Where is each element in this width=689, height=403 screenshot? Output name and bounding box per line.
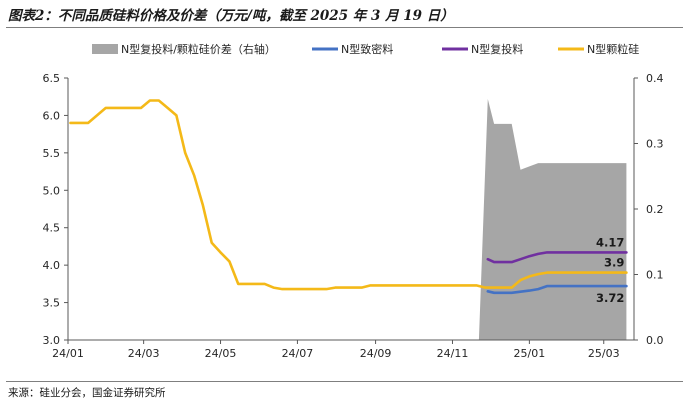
legend-label: N型复投料 (471, 42, 523, 56)
x-tick-label: 25/01 (514, 347, 546, 360)
left-tick-label: 4.5 (43, 222, 61, 235)
x-tick-label: 25/03 (588, 347, 620, 360)
x-tick-label: 24/09 (360, 347, 392, 360)
right-tick-label: 0.2 (646, 203, 664, 216)
series-line (69, 99, 628, 291)
series-end-label: 4.17 (596, 235, 624, 249)
source-note: 来源：硅业分会，国金证券研究所 (8, 387, 166, 399)
chart-legend: N型复投料/颗粒硅价差（右轴） N型致密料 N型复投料 N型颗粒硅 (92, 42, 639, 56)
x-tick-label: 24/05 (205, 347, 237, 360)
end-labels-layer: 3.72 4.17 3.9 (596, 235, 624, 305)
legend-swatch-area (92, 44, 118, 54)
x-tick-label: 24/01 (52, 347, 84, 360)
x-tick-label: 24/07 (282, 347, 314, 360)
series-end-label: 3.72 (596, 291, 624, 305)
spread-area-layer (478, 99, 627, 340)
series-line (486, 251, 628, 264)
left-tick-label: 3.0 (43, 334, 61, 347)
price-lines-layer (69, 99, 628, 295)
spread-area (478, 99, 627, 340)
left-tick-label: 5.0 (43, 184, 61, 197)
left-tick-label: 5.5 (43, 147, 61, 160)
right-tick-label: 0.0 (646, 334, 664, 347)
x-tick-label: 24/03 (128, 347, 160, 360)
series-end-label: 3.9 (604, 256, 624, 270)
left-tick-label: 6.0 (43, 109, 61, 122)
right-tick-label: 0.4 (646, 72, 664, 85)
legend-label: N型颗粒硅 (587, 42, 639, 56)
bottom-divider (6, 381, 683, 382)
figure-title: 图表2：不同品质硅料价格及价差（万元/吨，截至 2025 年 3 月 19 日） (8, 8, 454, 24)
left-tick-label: 3.5 (43, 297, 61, 310)
left-tick-label: 4.0 (43, 259, 61, 272)
right-tick-label: 0.1 (646, 269, 664, 282)
title-divider (6, 27, 683, 28)
left-tick-label: 6.5 (43, 72, 61, 85)
chart-axes: 3.0 3.5 4.0 4.5 5.0 5.5 6.0 6.5 0.0 0.1 0.2 0.3 0.4 2… (43, 72, 664, 360)
legend-label: N型致密料 (341, 42, 393, 56)
x-tick-label: 24/11 (437, 347, 469, 360)
right-tick-label: 0.3 (646, 138, 664, 151)
series-line (486, 284, 628, 295)
legend-label: N型复投料/颗粒硅价差（右轴） (121, 42, 276, 56)
